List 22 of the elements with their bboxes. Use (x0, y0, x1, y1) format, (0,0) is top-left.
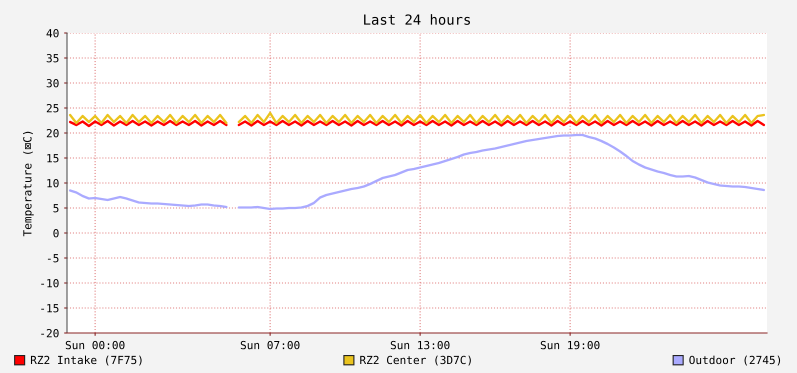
chart-title: Last 24 hours (364, 14, 470, 25)
legend-label: Outdoor (2745) (689, 356, 780, 366)
y-tick-label: 10 (47, 179, 59, 188)
y-tick-label: -10 (41, 279, 59, 288)
legend-label: RZ2 Center (3D7C) (360, 356, 471, 366)
y-tick-label: -5 (48, 254, 58, 262)
y-tick-label: 30 (46, 79, 59, 88)
y-tick-label: 20 (46, 129, 59, 138)
y-tick-label: -15 (41, 304, 58, 312)
y-tick-label: 0 (53, 229, 59, 238)
x-tick-label: Sun 00:00 (66, 340, 125, 350)
y-tick-label: -20 (41, 329, 59, 338)
x-tick-label: Sun 19:00 (540, 340, 600, 350)
y-tick-label: 15 (47, 154, 58, 162)
y-tick-label: 5 (53, 204, 58, 212)
x-tick-label: Sun 13:00 (390, 340, 450, 350)
x-tick-label: Sun 07:00 (240, 340, 300, 350)
y-tick-label: 40 (46, 29, 59, 38)
y-tick-label: 35 (46, 54, 58, 62)
y-axis-title: Temperature (⊠C) (22, 132, 34, 236)
legend-label: RZ2 Intake (7F75) (30, 356, 142, 366)
y-tick-label: 25 (46, 104, 58, 112)
